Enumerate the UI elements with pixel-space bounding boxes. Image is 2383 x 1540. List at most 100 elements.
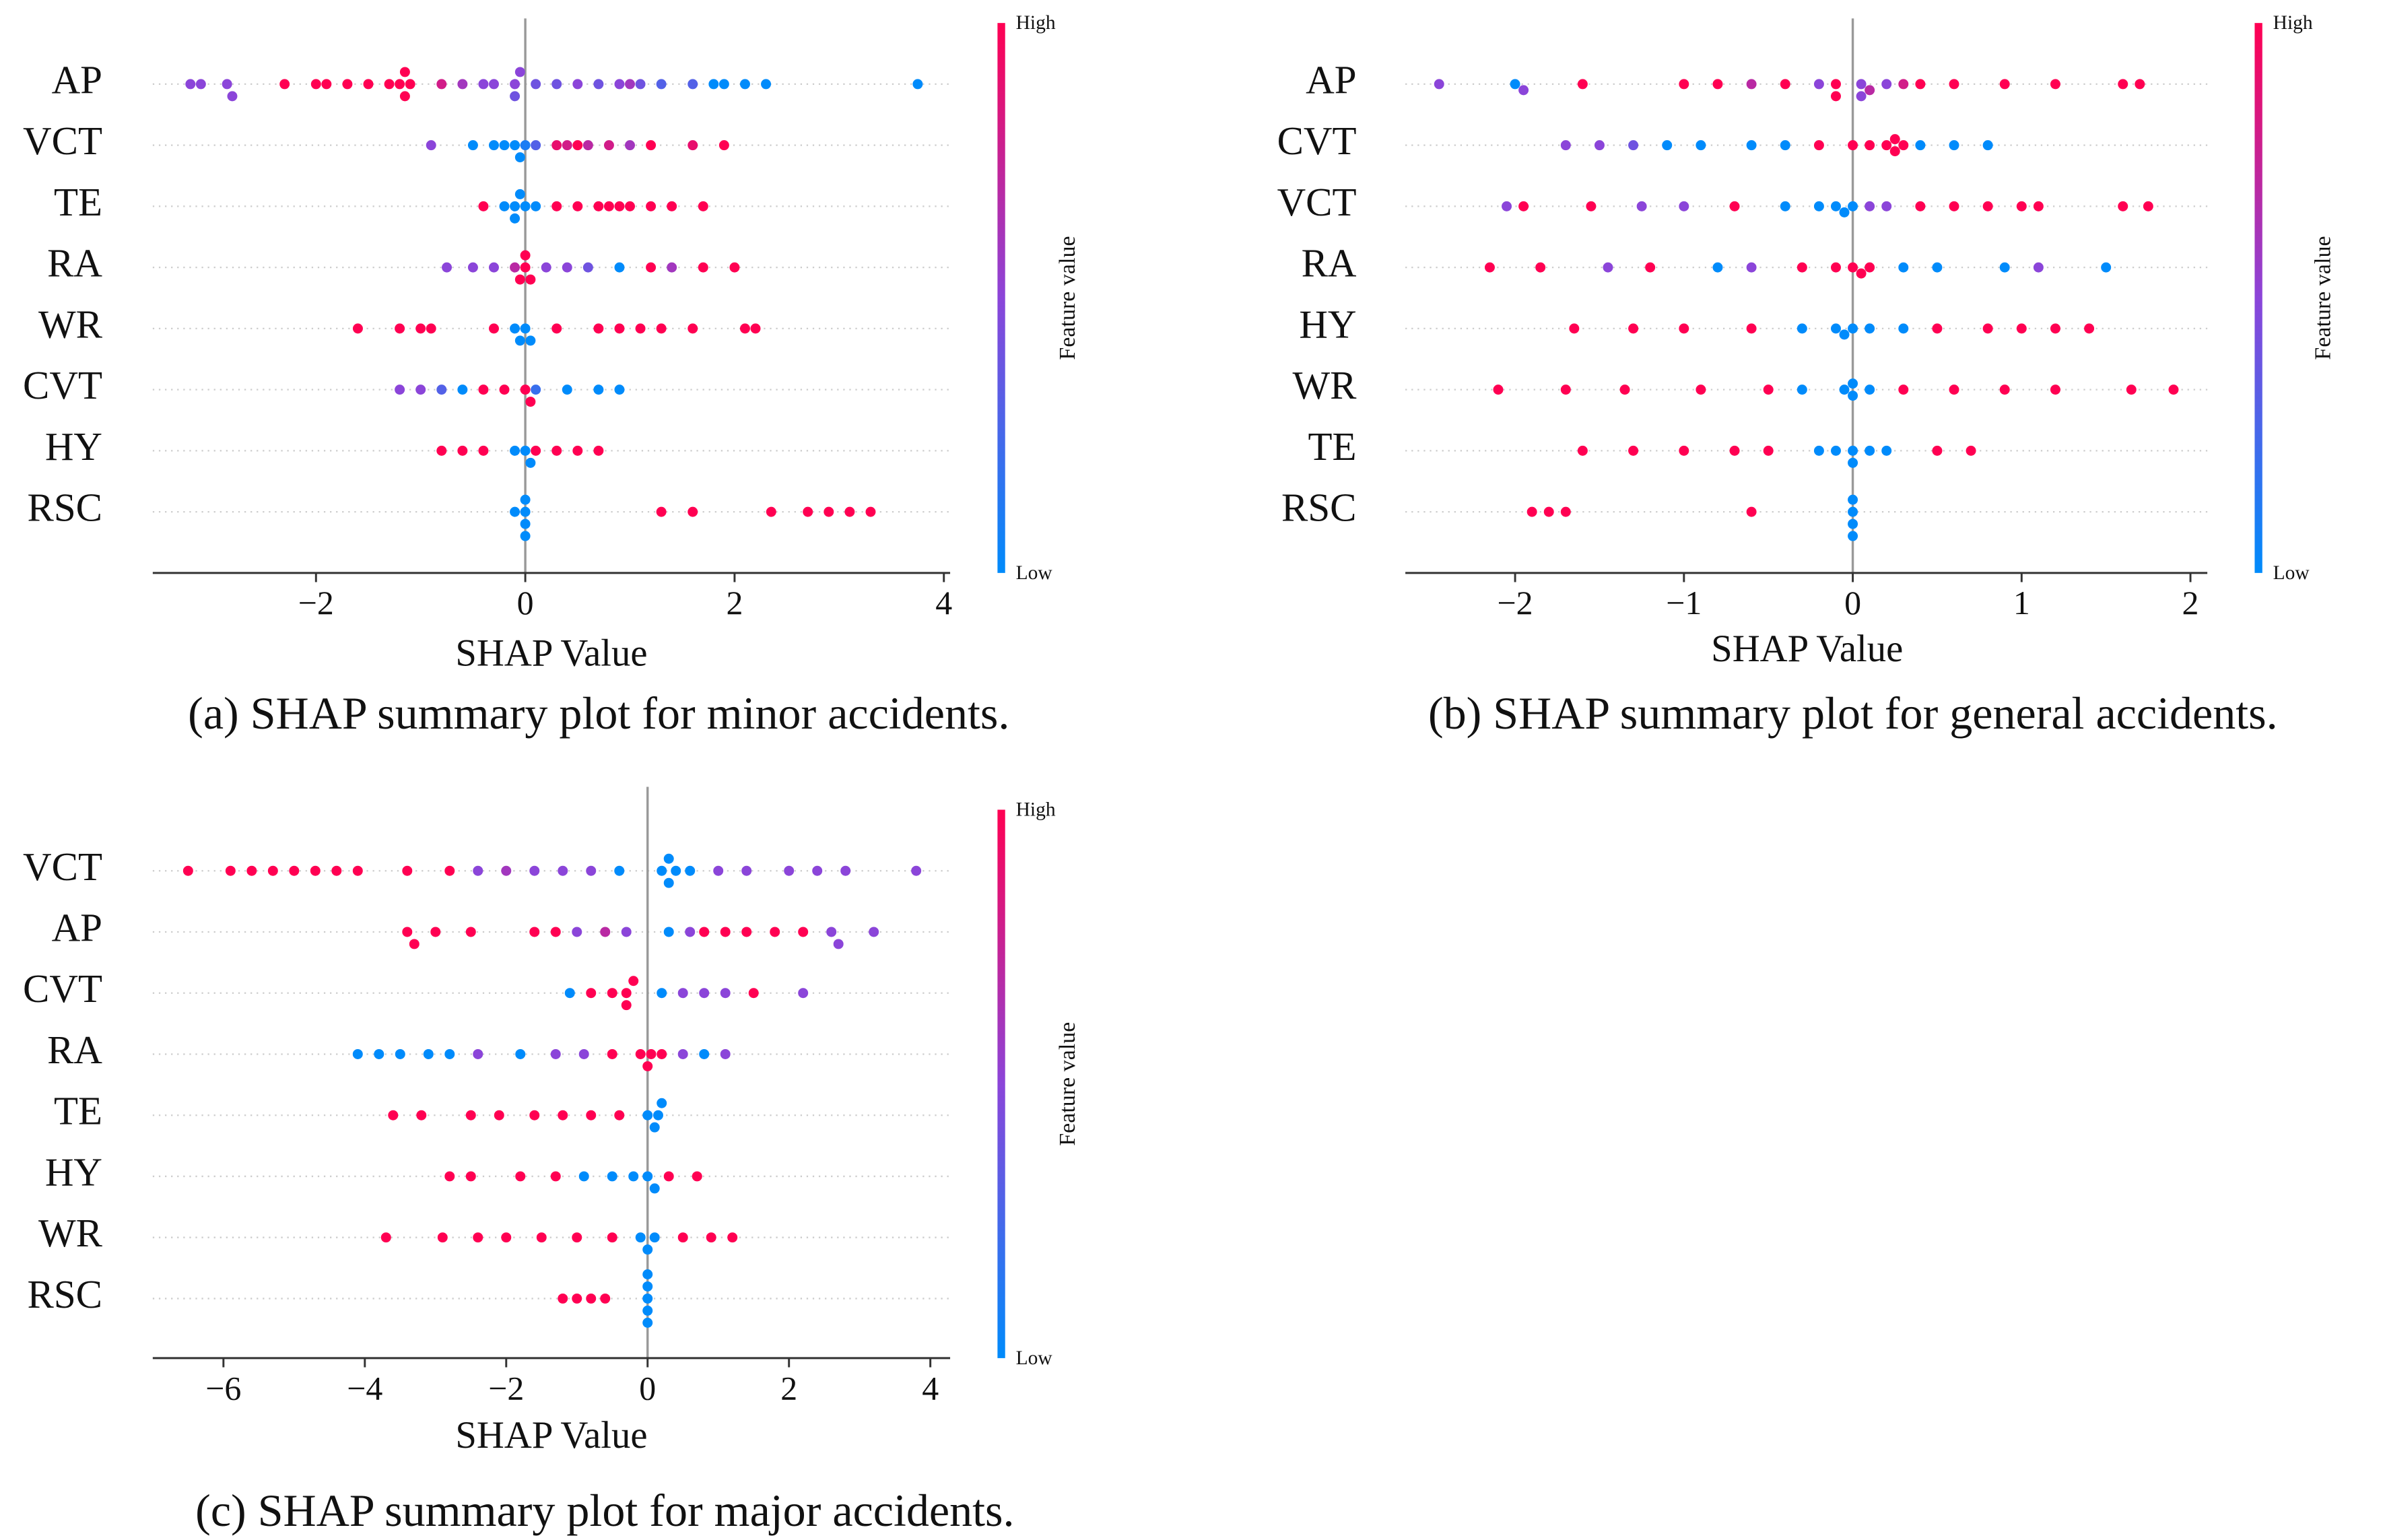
shap-dot <box>520 531 531 541</box>
shap-dot <box>2168 384 2179 395</box>
shap-dot <box>510 79 521 90</box>
x-tick-label: −6 <box>205 1370 241 1407</box>
shap-dot <box>663 877 674 888</box>
shap-dot <box>770 927 780 937</box>
shap-dot <box>840 865 851 876</box>
shap-dot <box>1915 140 1926 151</box>
shap-dot <box>342 79 353 90</box>
shap-dot <box>1915 201 1926 211</box>
shap-dot <box>600 1293 611 1304</box>
shap-dot <box>444 865 455 876</box>
shap-dot <box>614 323 625 334</box>
colorbar <box>2254 23 2262 573</box>
shap-dot <box>1982 323 1993 334</box>
shap-dot <box>649 1122 660 1133</box>
shap-dot <box>729 262 740 273</box>
shap-dot <box>551 140 562 151</box>
shap-dot <box>551 201 562 211</box>
x-tick-label: 0 <box>517 584 534 622</box>
shap-dot <box>1813 140 1824 151</box>
shap-dot <box>621 1000 632 1011</box>
shap-dot <box>593 201 604 211</box>
shap-dot <box>1712 79 1723 90</box>
shap-dot <box>824 506 834 517</box>
x-tick-label: 0 <box>639 1370 656 1407</box>
shap-dot <box>646 1048 657 1059</box>
shap-dot <box>798 927 809 937</box>
shap-dot <box>621 927 632 937</box>
shap-dot <box>1848 457 1858 468</box>
shap-dot <box>442 262 452 273</box>
shap-dot <box>520 201 531 211</box>
shap-dot <box>699 927 710 937</box>
shap-dot <box>510 262 521 273</box>
shap-dot <box>510 445 521 456</box>
shap-dot <box>1839 207 1850 217</box>
shap-dot <box>656 323 667 334</box>
shap-dot <box>399 91 410 102</box>
shap-dot <box>727 1232 738 1243</box>
shap-dot <box>2033 201 2044 211</box>
shap-dot <box>1949 79 1959 90</box>
shap-dot <box>380 1232 391 1243</box>
shap-dot <box>529 1110 540 1120</box>
shap-dot <box>2118 79 2128 90</box>
x-tick-label: −1 <box>1666 584 1702 622</box>
shap-dot <box>465 1171 476 1182</box>
shap-dot <box>525 397 536 407</box>
shap-dot <box>1797 384 1807 395</box>
shap-dot <box>529 927 540 937</box>
shap-dot <box>656 506 667 517</box>
shap-dot <box>525 335 536 346</box>
shap-dot <box>531 445 541 456</box>
shap-dot <box>558 1293 568 1304</box>
shap-dot <box>642 1061 653 1071</box>
shap-dot <box>1831 323 1841 334</box>
shap-dot <box>478 79 489 90</box>
shap-dot <box>520 384 531 395</box>
x-tick-label: 4 <box>935 584 952 622</box>
shap-dot <box>1848 323 1858 334</box>
shap-dot <box>395 79 405 90</box>
colorbar-low: Low <box>1016 562 1053 584</box>
shap-dot <box>1510 79 1520 90</box>
shap-dot <box>1865 384 1875 395</box>
shap-dot <box>657 1048 667 1059</box>
shap-dot <box>409 939 419 949</box>
shap-dot <box>1831 201 1841 211</box>
shap-dot <box>1949 201 1959 211</box>
shap-dot <box>1780 79 1790 90</box>
shap-dot <box>405 79 415 90</box>
shap-dot <box>614 79 625 90</box>
shap-dot <box>1603 262 1613 273</box>
shap-dot <box>1746 79 1757 90</box>
shap-dot <box>395 323 405 334</box>
shap-dot <box>465 1110 476 1120</box>
shap-dot <box>2033 262 2044 273</box>
shap-dot <box>520 140 531 151</box>
shap-dot <box>473 1048 483 1059</box>
shap-dot <box>1881 445 1892 456</box>
shap-dot <box>562 384 572 395</box>
shap-dot <box>621 988 632 999</box>
x-tick-label: −2 <box>488 1370 524 1407</box>
shap-dot <box>663 1171 674 1182</box>
shap-dot <box>685 865 696 876</box>
shap-dot <box>607 1048 617 1059</box>
shap-dot <box>607 988 617 999</box>
shap-dot <box>1518 85 1529 96</box>
shap-dot <box>321 79 332 90</box>
shap-dot <box>657 1098 667 1108</box>
shap-dot <box>2135 79 2145 90</box>
shap-dot <box>520 445 531 456</box>
shap-dot <box>1679 323 1689 334</box>
shap-dot <box>227 91 238 102</box>
shap-dot <box>699 1048 710 1059</box>
shap-dot <box>478 201 489 211</box>
shap-dot <box>766 506 776 517</box>
shap-dot <box>1949 140 1959 151</box>
colorbar-high: High <box>1016 799 1056 821</box>
shap-dot <box>515 1048 526 1059</box>
shap-dot <box>1949 384 1959 395</box>
feature-label: HY <box>45 1149 102 1194</box>
